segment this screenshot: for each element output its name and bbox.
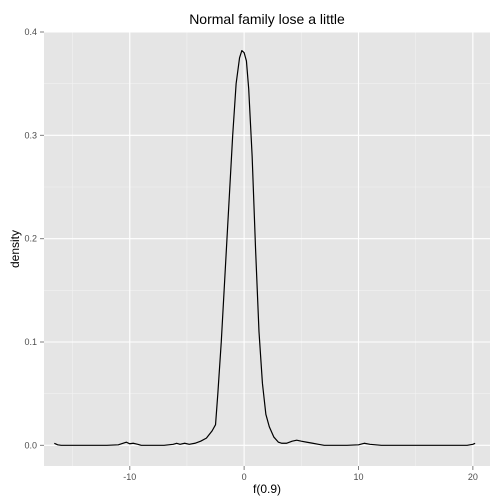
- minor-grid: [44, 32, 490, 466]
- chart-title: Normal family lose a little: [189, 11, 345, 27]
- x-tick-label: -10: [123, 472, 136, 482]
- y-axis-ticks: 0.0 0.1 0.2 0.3 0.4: [24, 27, 44, 450]
- plot-panel: [44, 32, 490, 466]
- y-tick-label: 0.0: [24, 440, 37, 450]
- y-axis-title: density: [8, 230, 22, 268]
- y-tick-label: 0.4: [24, 27, 37, 37]
- x-tick-label: 20: [468, 472, 478, 482]
- x-tick-label: 0: [242, 472, 247, 482]
- y-tick-label: 0.2: [24, 234, 37, 244]
- x-axis-title: f(0.9): [253, 482, 281, 496]
- y-tick-label: 0.3: [24, 130, 37, 140]
- y-tick-label: 0.1: [24, 337, 37, 347]
- x-axis-ticks: -10 0 10 20: [123, 466, 478, 482]
- density-line: [54, 50, 476, 446]
- x-tick-label: 10: [353, 472, 363, 482]
